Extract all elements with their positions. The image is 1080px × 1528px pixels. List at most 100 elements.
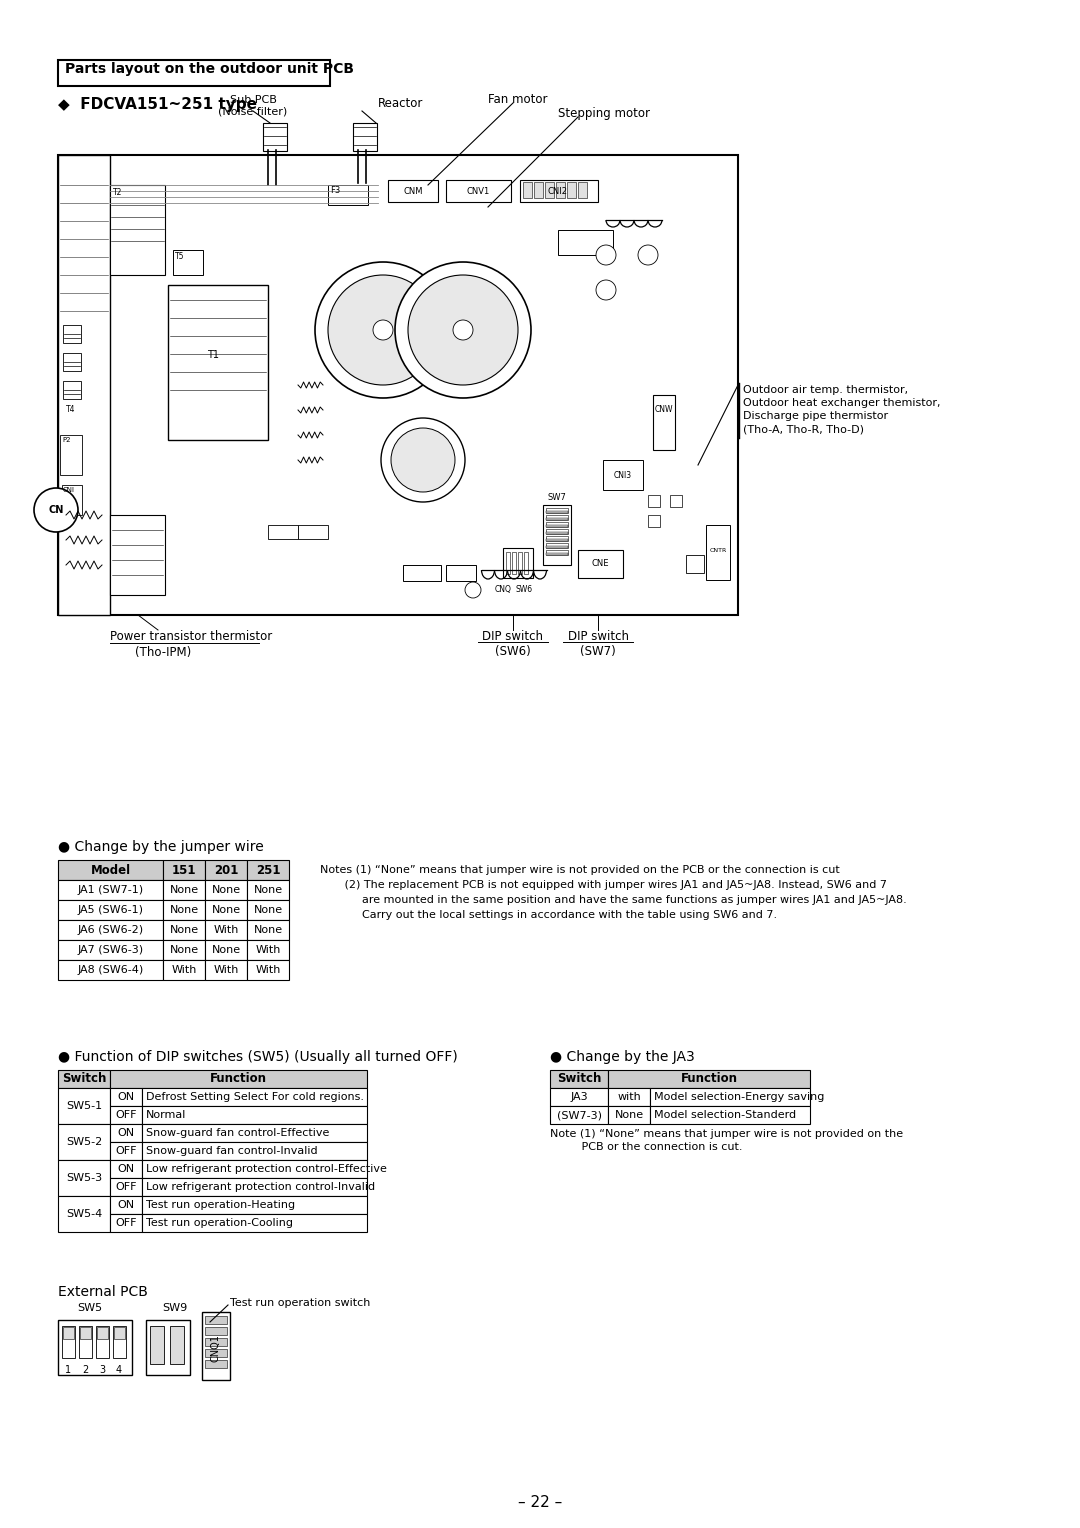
Bar (110, 515, 165, 594)
Text: P2: P2 (62, 437, 70, 443)
Bar (546, 532, 568, 533)
Text: Snow-guard fan control-Invalid: Snow-guard fan control-Invalid (146, 1146, 318, 1157)
Bar (268, 526, 298, 539)
Bar (173, 251, 203, 275)
Text: Outdoor air temp. thermistor,: Outdoor air temp. thermistor, (743, 385, 908, 396)
Text: CNW: CNW (654, 405, 673, 414)
Circle shape (33, 487, 78, 532)
Text: SW5-3: SW5-3 (66, 1174, 103, 1183)
Bar (546, 515, 568, 520)
Bar (534, 182, 543, 199)
Text: ON: ON (118, 1199, 135, 1210)
Text: (SW7): (SW7) (580, 645, 616, 659)
Text: ON: ON (118, 1128, 135, 1138)
Text: T2: T2 (113, 188, 122, 197)
Circle shape (381, 419, 465, 503)
Bar (546, 545, 568, 549)
Bar (205, 1316, 227, 1323)
Text: (Tho-IPM): (Tho-IPM) (135, 646, 191, 659)
Bar (205, 1326, 227, 1335)
Bar (63, 1326, 75, 1339)
Bar (58, 1070, 110, 1088)
Text: ◆  FDCVA151~251 type: ◆ FDCVA151~251 type (58, 96, 257, 112)
Bar (523, 182, 532, 199)
Circle shape (328, 275, 438, 385)
Text: SW6: SW6 (515, 585, 532, 594)
Bar (205, 1349, 227, 1357)
Bar (80, 1326, 91, 1339)
Bar (247, 920, 289, 940)
Bar (550, 1088, 608, 1106)
Bar (446, 565, 476, 581)
Bar (58, 940, 163, 960)
Text: CNE: CNE (591, 559, 609, 568)
Bar (446, 180, 511, 202)
Circle shape (638, 244, 658, 264)
Text: JA3: JA3 (570, 1093, 588, 1102)
Text: CNTR: CNTR (710, 547, 727, 553)
Text: – 22 –: – 22 – (518, 1494, 562, 1510)
Bar (58, 1160, 110, 1196)
Bar (205, 960, 247, 979)
Bar (58, 920, 163, 940)
Text: SW5-2: SW5-2 (66, 1137, 103, 1148)
Text: SW5-4: SW5-4 (66, 1209, 103, 1219)
Bar (247, 900, 289, 920)
Bar (163, 920, 205, 940)
Bar (141, 1196, 367, 1215)
Bar (113, 1326, 126, 1358)
Bar (578, 182, 588, 199)
Bar (110, 1196, 141, 1215)
Bar (706, 526, 730, 581)
Bar (163, 900, 205, 920)
Text: JA6 (SW6-2): JA6 (SW6-2) (78, 924, 144, 935)
Text: 1: 1 (65, 1365, 71, 1375)
Text: JA7 (SW6-3): JA7 (SW6-3) (78, 944, 144, 955)
Bar (97, 1326, 108, 1339)
Bar (556, 182, 565, 199)
Circle shape (408, 275, 518, 385)
Text: CNQ: CNQ (495, 585, 512, 594)
Bar (247, 940, 289, 960)
Text: DIP switch: DIP switch (567, 630, 629, 643)
Text: CN: CN (49, 504, 64, 515)
Text: F3: F3 (330, 186, 340, 196)
Bar (205, 1360, 227, 1368)
Circle shape (315, 261, 451, 397)
Bar (60, 435, 82, 475)
Text: (SW7-3): (SW7-3) (556, 1109, 602, 1120)
Text: SW5-1: SW5-1 (66, 1102, 103, 1111)
Bar (205, 940, 247, 960)
Text: (SW6): (SW6) (495, 645, 531, 659)
Text: None: None (212, 885, 241, 895)
Bar (546, 526, 568, 527)
Bar (205, 1339, 227, 1346)
Bar (79, 1326, 92, 1358)
Text: OFF: OFF (116, 1183, 137, 1192)
Bar (686, 555, 704, 573)
Bar (58, 60, 330, 86)
Bar (110, 1070, 367, 1088)
Text: SW7: SW7 (548, 494, 566, 503)
Bar (546, 539, 568, 541)
Bar (110, 1215, 141, 1232)
Text: None: None (254, 924, 283, 935)
Text: Switch: Switch (62, 1073, 106, 1085)
Text: ● Function of DIP switches (SW5) (Usually all turned OFF): ● Function of DIP switches (SW5) (Usuall… (58, 1050, 458, 1063)
Circle shape (391, 428, 455, 492)
Text: CNI2: CNI2 (548, 186, 568, 196)
Bar (608, 1106, 650, 1125)
Bar (546, 542, 568, 549)
Text: Function: Function (680, 1073, 738, 1085)
Bar (298, 526, 328, 539)
Bar (58, 1088, 110, 1125)
Text: with: with (617, 1093, 640, 1102)
Text: None: None (254, 905, 283, 915)
Bar (141, 1088, 367, 1106)
Text: Parts layout on the outdoor unit PCB: Parts layout on the outdoor unit PCB (65, 63, 354, 76)
Text: None: None (254, 885, 283, 895)
Bar (146, 1320, 190, 1375)
Bar (247, 860, 289, 880)
Bar (58, 900, 163, 920)
Bar (353, 122, 377, 151)
